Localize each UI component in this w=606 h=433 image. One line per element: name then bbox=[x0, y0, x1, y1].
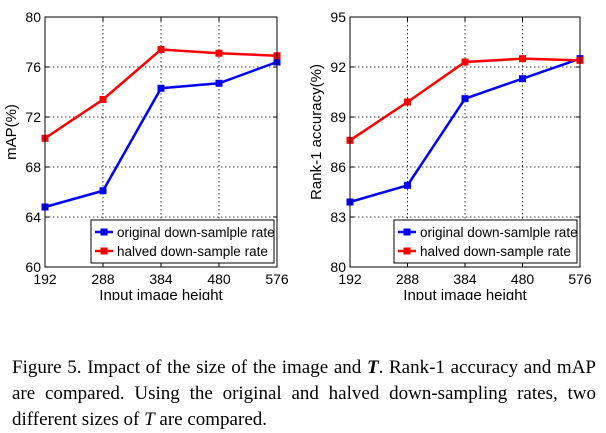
y-axis-title: mAP(%) bbox=[3, 104, 20, 160]
y-tick-label: 76 bbox=[25, 59, 41, 75]
caption-middle: . Rank-1 accuracy and mAP are compared. … bbox=[12, 357, 596, 430]
data-point bbox=[157, 84, 165, 92]
figure: 60 64 68 72 76 80 192 288 384 480 576 Input image h… bbox=[3, 9, 592, 300]
data-point bbox=[404, 98, 411, 106]
y-tick-label: 80 bbox=[330, 259, 346, 275]
y-tick-label: 89 bbox=[330, 109, 346, 125]
data-point bbox=[461, 58, 469, 66]
x-tick-label: 192 bbox=[33, 271, 57, 287]
figure-caption: Figure 5. Impact of the size of the imag… bbox=[12, 355, 596, 433]
x-tick-label: 576 bbox=[265, 271, 289, 287]
y-axis-title: Rank-1 accuracy(%) bbox=[308, 64, 325, 200]
data-point bbox=[99, 96, 107, 103]
legend-marker bbox=[100, 228, 108, 236]
legend-label: halved down-sample rate bbox=[420, 244, 571, 259]
data-point bbox=[404, 181, 411, 189]
legend-label: original down-samlple rate bbox=[420, 225, 578, 240]
x-tick-label: 480 bbox=[511, 271, 535, 287]
plot-frame bbox=[44, 16, 278, 268]
legend-label: original down-samlple rate bbox=[117, 225, 275, 240]
y-tick-label: 92 bbox=[330, 59, 346, 75]
y-tick-label: 64 bbox=[25, 209, 41, 225]
x-tick-label: 384 bbox=[453, 271, 477, 287]
chart-1: 60 64 68 72 76 80 192 288 384 480 576 Input image h… bbox=[3, 9, 289, 300]
x-tick-label: 288 bbox=[91, 271, 115, 287]
y-tick-label: 95 bbox=[330, 9, 346, 25]
legend-marker bbox=[403, 228, 411, 236]
x-axis-title: Input image height bbox=[99, 287, 223, 300]
y-tick-label: 72 bbox=[25, 109, 41, 125]
data-point bbox=[461, 95, 469, 103]
caption-symbol: T bbox=[366, 357, 379, 378]
x-tick-label: 576 bbox=[568, 271, 592, 287]
caption-suffix: are compared. bbox=[154, 409, 268, 430]
legend-box bbox=[90, 219, 275, 264]
data-point bbox=[99, 187, 107, 195]
data-point bbox=[157, 46, 165, 53]
x-tick-label: 288 bbox=[396, 271, 420, 287]
legend-marker bbox=[100, 247, 108, 255]
y-tick-label: 80 bbox=[25, 9, 41, 25]
data-point bbox=[519, 55, 526, 63]
data-point bbox=[215, 49, 223, 57]
y-tick-label: 86 bbox=[330, 159, 346, 175]
x-tick-label: 192 bbox=[338, 271, 362, 287]
legend-marker bbox=[403, 247, 411, 255]
x-tick-label: 384 bbox=[149, 271, 173, 287]
y-tick-label: 60 bbox=[25, 259, 41, 275]
data-point bbox=[215, 79, 223, 87]
legend-box bbox=[393, 219, 578, 264]
legend-label: halved down-sample rate bbox=[117, 244, 268, 259]
caption-prefix: Figure 5. Impact of the size of the imag… bbox=[12, 357, 367, 378]
chart-2: 80 83 86 89 92 95 192 288 384 480 576 Input image h… bbox=[308, 9, 592, 300]
data-point bbox=[519, 75, 526, 83]
x-tick-label: 480 bbox=[207, 271, 231, 287]
plot-frame bbox=[349, 16, 581, 268]
x-axis-title: Input image height bbox=[403, 287, 527, 300]
y-tick-label: 83 bbox=[330, 209, 346, 225]
caption-symbol-2: T bbox=[144, 409, 155, 430]
y-tick-label: 68 bbox=[25, 159, 41, 175]
